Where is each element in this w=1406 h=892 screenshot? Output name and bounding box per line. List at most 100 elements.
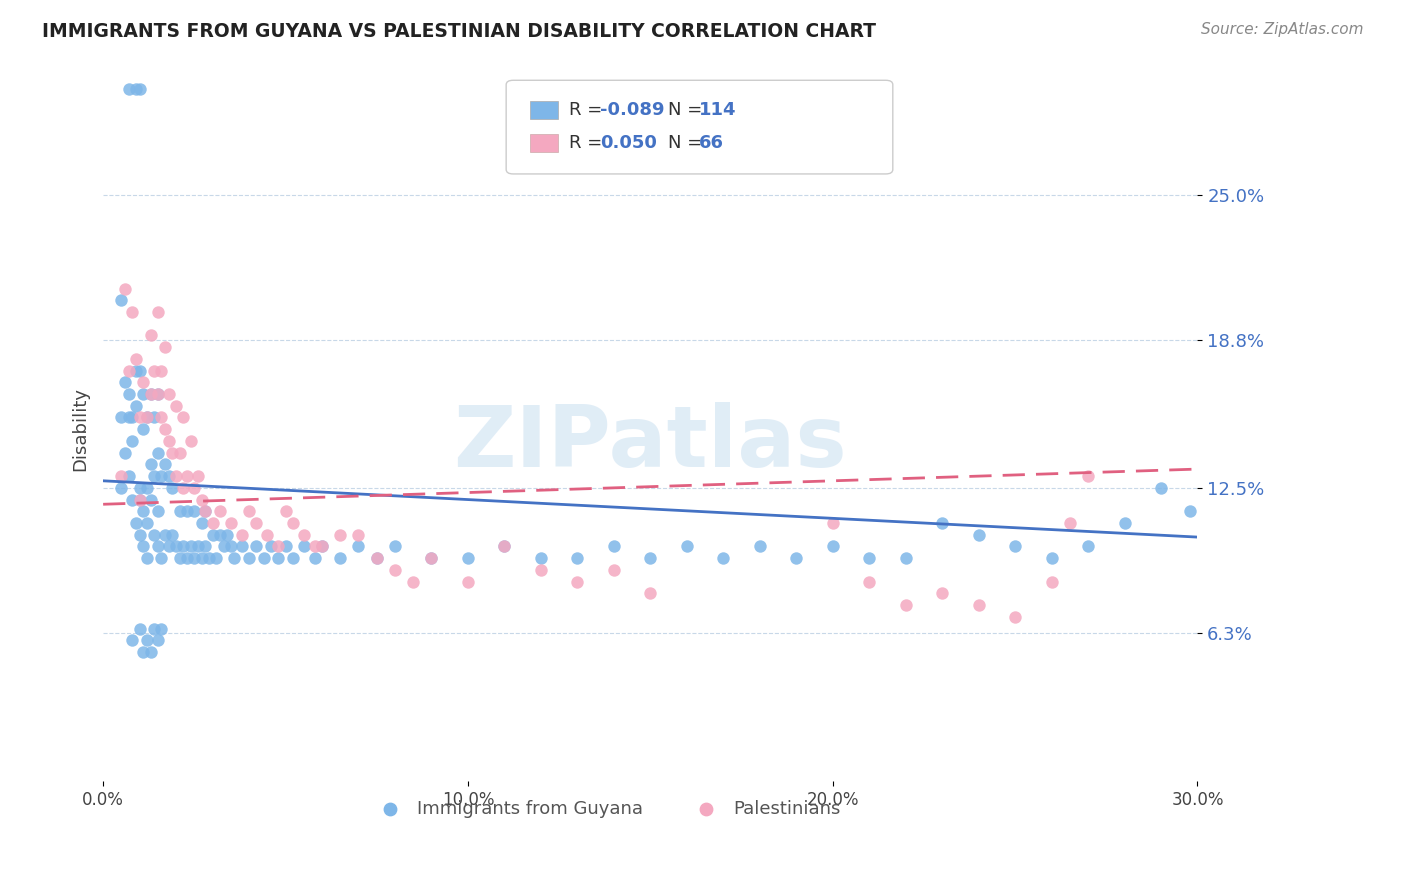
Point <box>292 540 315 554</box>
Point <box>603 563 626 577</box>
Point <box>530 551 553 566</box>
Point <box>208 504 231 518</box>
Point <box>304 551 326 566</box>
Point <box>212 540 235 554</box>
Point <box>457 574 479 589</box>
Point <box>139 645 162 659</box>
Point <box>711 551 734 566</box>
Point <box>1114 516 1136 530</box>
Point <box>311 540 333 554</box>
Point <box>110 481 132 495</box>
Point <box>165 469 187 483</box>
Point <box>260 540 283 554</box>
Point <box>146 540 169 554</box>
Point <box>150 363 173 377</box>
Point <box>172 410 194 425</box>
Point <box>201 516 224 530</box>
Point <box>253 551 276 566</box>
Point <box>146 504 169 518</box>
Point <box>157 387 180 401</box>
Point <box>125 351 148 366</box>
Point <box>1180 504 1202 518</box>
Point <box>153 527 176 541</box>
Point <box>894 598 917 612</box>
Point <box>165 399 187 413</box>
Point <box>118 363 141 377</box>
Point <box>931 516 953 530</box>
Point <box>183 504 205 518</box>
Point <box>329 551 352 566</box>
Point <box>640 586 662 600</box>
Point <box>150 469 173 483</box>
Point <box>110 410 132 425</box>
Point <box>125 363 148 377</box>
Point <box>162 445 184 459</box>
Point <box>135 410 157 425</box>
Point <box>1077 469 1099 483</box>
Point <box>304 540 326 554</box>
Point <box>180 434 202 448</box>
Point <box>183 481 205 495</box>
Point <box>172 540 194 554</box>
Point <box>967 598 990 612</box>
Y-axis label: Disability: Disability <box>72 387 89 471</box>
Point <box>402 574 425 589</box>
Point <box>180 540 202 554</box>
Point <box>162 527 184 541</box>
Point <box>1150 481 1173 495</box>
Point <box>150 410 173 425</box>
Point <box>208 527 231 541</box>
Point <box>231 527 253 541</box>
Point <box>121 410 143 425</box>
Point <box>118 410 141 425</box>
Point <box>110 293 132 308</box>
Point <box>640 551 662 566</box>
Point <box>366 551 388 566</box>
Point <box>118 387 141 401</box>
Point <box>190 492 212 507</box>
Point <box>176 551 198 566</box>
Point <box>132 645 155 659</box>
Point <box>139 387 162 401</box>
Point <box>146 305 169 319</box>
Point <box>858 574 880 589</box>
Point <box>190 516 212 530</box>
Point <box>1004 610 1026 624</box>
Point <box>347 527 370 541</box>
Text: Source: ZipAtlas.com: Source: ZipAtlas.com <box>1201 22 1364 37</box>
Point <box>157 434 180 448</box>
Point <box>201 527 224 541</box>
Point <box>1040 574 1063 589</box>
Point <box>114 376 136 390</box>
Point <box>194 504 217 518</box>
Point <box>205 551 228 566</box>
Point <box>245 540 267 554</box>
Point <box>153 340 176 354</box>
Point <box>748 540 770 554</box>
Point <box>274 504 297 518</box>
Point <box>530 563 553 577</box>
Point <box>567 574 589 589</box>
Text: -0.089: -0.089 <box>600 101 665 119</box>
Point <box>256 527 278 541</box>
Point <box>1059 516 1081 530</box>
Point <box>146 387 169 401</box>
Point <box>135 516 157 530</box>
Point <box>139 328 162 343</box>
Point <box>219 516 242 530</box>
Point <box>183 551 205 566</box>
Point <box>143 469 166 483</box>
Point <box>143 410 166 425</box>
Point <box>125 82 148 96</box>
Text: N =: N = <box>668 134 707 152</box>
Point <box>128 492 150 507</box>
Point <box>329 527 352 541</box>
Point <box>311 540 333 554</box>
Point <box>128 492 150 507</box>
Point <box>384 563 406 577</box>
Point <box>176 469 198 483</box>
Point <box>150 622 173 636</box>
Text: R =: R = <box>569 101 609 119</box>
Point <box>281 516 304 530</box>
Point <box>132 376 155 390</box>
